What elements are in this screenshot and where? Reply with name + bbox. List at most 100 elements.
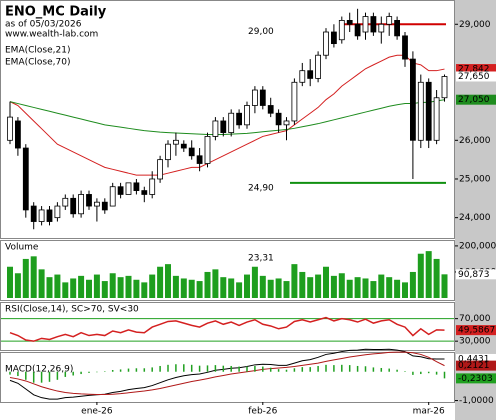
- pane-frame: [0, 302, 455, 351]
- candle-body: [78, 194, 84, 215]
- volume-bar: [157, 266, 164, 298]
- candle-body: [244, 105, 250, 126]
- candle-body: [425, 81, 432, 141]
- pane-title: RSI(Close,14), SC>70, SV<30: [5, 305, 139, 315]
- volume-bar: [362, 278, 369, 298]
- volume-bar: [70, 278, 77, 298]
- histogram-bar: [96, 371, 98, 373]
- volume-bar: [236, 282, 243, 298]
- candle-body: [7, 116, 13, 141]
- histogram-bar: [25, 371, 27, 380]
- histogram-bar: [167, 364, 169, 372]
- histogram-bar: [56, 371, 59, 380]
- last-value-label: 27,842: [458, 65, 490, 75]
- value-box: [456, 71, 496, 82]
- volume-bar: [22, 258, 29, 298]
- histogram-bar: [301, 367, 304, 372]
- volume-bar: [86, 279, 92, 298]
- histogram-bar: [151, 367, 153, 372]
- last-value-label: 90,873: [458, 270, 490, 280]
- candle-body: [378, 23, 385, 33]
- candle-body: [315, 54, 322, 79]
- histogram-bar: [198, 365, 201, 372]
- candle-body: [370, 16, 377, 33]
- histogram-bar: [222, 365, 225, 372]
- candle-body: [323, 31, 329, 56]
- last-value-label: 27,050: [458, 95, 490, 105]
- series-line: [9, 316, 445, 342]
- volume-bar: [417, 253, 424, 298]
- volume-bar: [149, 274, 156, 298]
- last-value-label: -0,2303: [458, 374, 493, 384]
- histogram-bar: [119, 369, 122, 372]
- histogram-bar: [183, 364, 185, 372]
- candle-body: [346, 20, 353, 25]
- y-tick-label: 30,000: [459, 337, 491, 347]
- candle-body: [299, 70, 306, 83]
- candle-body: [172, 139, 179, 145]
- candle-body: [180, 143, 187, 149]
- candle-body: [86, 194, 92, 207]
- histogram-bar: [80, 371, 82, 375]
- candle-body: [38, 209, 45, 222]
- histogram-bar: [356, 365, 359, 372]
- series-line: [9, 54, 445, 176]
- histogram-bar: [135, 368, 138, 372]
- value-box: [456, 64, 496, 75]
- volume-bar: [46, 277, 53, 298]
- candle-body: [275, 112, 282, 126]
- volume-bar: [220, 277, 227, 298]
- volume-bar: [204, 271, 211, 298]
- volume-bar: [315, 274, 322, 298]
- candle-body: [157, 159, 164, 180]
- volume-bar: [433, 258, 440, 298]
- pane-frame: [0, 0, 455, 239]
- source: www.wealth-lab.com: [5, 30, 98, 40]
- candle-body: [409, 58, 416, 141]
- volume-bar: [7, 266, 13, 298]
- value-box: [456, 269, 496, 280]
- candle-body: [228, 112, 235, 133]
- candle-body: [133, 182, 140, 191]
- histogram-bar: [127, 368, 130, 372]
- histogram-bar: [32, 371, 35, 383]
- last-value-label: 49,5867: [458, 326, 495, 336]
- candle-body: [267, 105, 274, 114]
- y-tick-label: 200,000: [459, 241, 496, 251]
- y-tick-label: 24,000: [459, 213, 491, 223]
- level-label: 29,00: [248, 27, 274, 37]
- pane-title: Volume: [5, 243, 39, 253]
- volume-bar: [212, 269, 219, 298]
- volume-bar: [78, 275, 85, 298]
- x-tick-label: ene-26: [81, 407, 113, 417]
- pane-frame: [0, 240, 455, 301]
- histogram-bar: [246, 366, 248, 372]
- volume-bar: [378, 274, 385, 298]
- value-box: [456, 94, 496, 105]
- candle-body: [417, 81, 424, 141]
- histogram-bar: [309, 367, 311, 372]
- histogram-bar: [412, 371, 414, 375]
- volume-bar: [370, 281, 377, 298]
- volume-bar: [291, 264, 298, 298]
- last-value-label: 0,4431: [458, 354, 490, 364]
- last-value-label: 27,650: [458, 72, 490, 82]
- y-tick-label: -1,0000: [459, 396, 494, 406]
- histogram-bar: [64, 371, 67, 377]
- candle-body: [291, 81, 298, 122]
- volume-bar: [425, 251, 432, 298]
- volume-bar: [259, 275, 266, 298]
- x-tick-label: feb-26: [248, 407, 277, 417]
- x-tick-label: mar-26: [413, 407, 445, 417]
- volume-bar: [346, 279, 353, 298]
- volume-bar: [38, 269, 45, 298]
- candle-body: [402, 35, 408, 60]
- label-layer: ENO_MC Daily as of 05/03/2026 www.wealth…: [5, 5, 495, 384]
- histogram-bar: [435, 371, 438, 375]
- histogram-bar: [88, 371, 90, 373]
- volume-bar: [330, 275, 337, 298]
- histogram-bar: [427, 371, 430, 374]
- volume-bar: [172, 275, 179, 298]
- value-box: [456, 373, 496, 384]
- volume-bar: [402, 282, 408, 298]
